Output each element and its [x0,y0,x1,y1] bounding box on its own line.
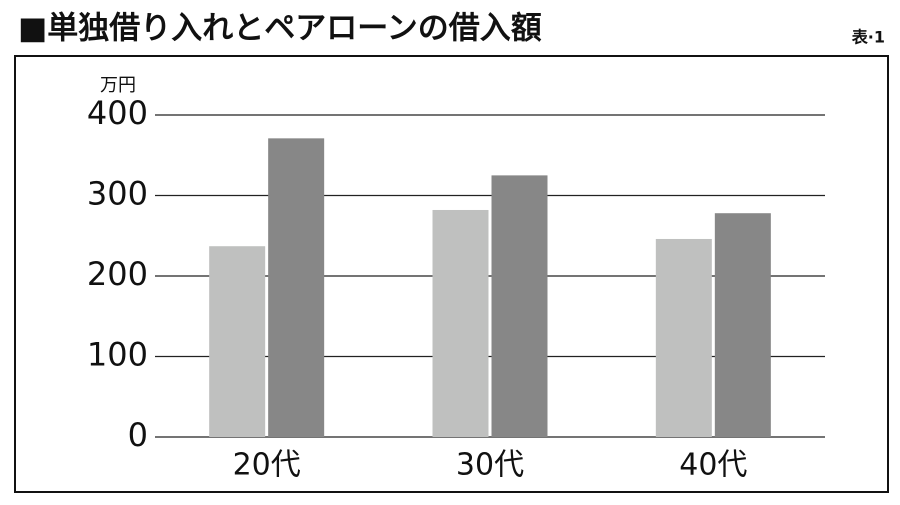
bar [491,175,548,437]
y-tick-label: 0 [128,416,148,454]
chart-title: ■単独借り入れとペアローンの借入額 [18,11,542,47]
y-unit: 万円 [100,75,136,96]
chart-frame [14,55,889,493]
y-tick-label: 400 [87,94,148,132]
table-label: 表·1 [851,28,885,47]
y-tick-label: 200 [87,255,148,293]
x-tick-label: 20代 [233,448,301,483]
y-tick-label: 100 [87,336,148,374]
y-tick-label: 300 [87,175,148,213]
bar [209,246,266,437]
x-tick-label: 40代 [679,448,747,483]
bar [714,213,771,437]
bar [432,209,489,437]
x-tick-label: 30代 [456,448,524,483]
bar [268,138,325,437]
bar [655,238,712,437]
